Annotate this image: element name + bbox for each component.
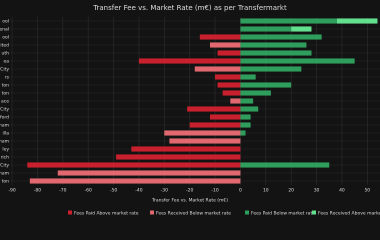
- y-tick-label: City: [0, 163, 9, 169]
- legend-swatch: [312, 210, 316, 215]
- bar: [240, 90, 271, 96]
- bar: [240, 18, 337, 24]
- bar: [240, 34, 322, 40]
- bar: [240, 122, 251, 128]
- x-tick-label: 40: [339, 188, 345, 194]
- bar: [336, 18, 378, 24]
- y-tick-label: City: [0, 107, 9, 113]
- chart: Transfer Fee vs. Market Rate (m€) as per…: [0, 4, 380, 217]
- y-tick-label: ton: [2, 179, 10, 185]
- x-tick-label: -10: [211, 188, 218, 194]
- bar: [230, 98, 241, 104]
- bar: [199, 34, 241, 40]
- bar: [215, 74, 241, 80]
- bar: [222, 90, 241, 96]
- y-tick-label: uth: [2, 51, 10, 57]
- y-tick-label: ool: [2, 19, 9, 25]
- bar: [29, 178, 241, 184]
- y-tick-label: rs: [5, 75, 10, 81]
- y-tick-label: ham: [0, 171, 9, 177]
- bar: [209, 114, 241, 120]
- y-tick-label: ace: [1, 100, 9, 105]
- bar: [240, 66, 302, 72]
- legend-label: Fees Paid Below market rate: [251, 211, 315, 217]
- y-tick-label: ool: [2, 35, 9, 41]
- bar: [169, 138, 241, 144]
- x-axis-title: Transfer Fee vs. Market Rate (m€): [151, 198, 228, 204]
- y-tick-label: ton: [2, 83, 10, 89]
- bar: [240, 130, 246, 136]
- y-tick-label: illa: [2, 131, 9, 137]
- bar: [187, 106, 241, 112]
- bar: [131, 146, 241, 152]
- y-tick-label: ham: [0, 123, 9, 129]
- legend-swatch: [68, 210, 72, 215]
- bar: [189, 122, 241, 128]
- y-tick-label: ea: [3, 60, 9, 65]
- y-tick-label: ited: [0, 43, 9, 49]
- y-tick-label: ton: [2, 91, 10, 97]
- bar: [291, 26, 312, 32]
- bar: [240, 114, 251, 120]
- legend-label: Fees Received Below market rate: [156, 211, 231, 217]
- y-tick-label: ley: [2, 147, 9, 153]
- bar: [27, 162, 241, 168]
- bar: [240, 58, 355, 64]
- x-tick-label: 50: [364, 188, 370, 194]
- x-tick-label: -60: [85, 188, 92, 194]
- legend-label: Fees Received Above market rate: [318, 211, 380, 217]
- y-tick-label: ford: [0, 115, 9, 121]
- bar: [138, 58, 241, 64]
- x-tick-label: 10: [263, 188, 269, 194]
- x-tick-label: 20: [288, 188, 294, 194]
- y-tick-label: rich: [1, 155, 10, 161]
- bar: [240, 106, 259, 112]
- bar: [217, 50, 241, 56]
- x-tick-label: -30: [161, 188, 168, 194]
- bar: [240, 82, 292, 88]
- chart-title: Transfer Fee vs. Market Rate (m€) as per…: [92, 4, 287, 12]
- x-tick-label: -50: [110, 188, 117, 194]
- legend-swatch: [150, 210, 154, 215]
- y-tick-label: ham: [0, 139, 9, 145]
- bar: [240, 162, 330, 168]
- y-tick-label: City: [0, 67, 9, 73]
- x-tick-label: 0: [239, 188, 242, 194]
- bar: [194, 66, 241, 72]
- x-tick-label: 30: [314, 188, 320, 194]
- bar: [209, 42, 241, 48]
- bar: [240, 50, 312, 56]
- y-tick-label: enal: [0, 27, 9, 33]
- x-tick-label: -80: [34, 188, 41, 194]
- bar: [116, 154, 241, 160]
- bar: [240, 42, 307, 48]
- x-tick-label: -40: [135, 188, 142, 194]
- x-tick-label: -90: [8, 188, 15, 194]
- legend-swatch: [245, 210, 249, 215]
- legend-label: Fees Paid Above market rate: [74, 211, 139, 217]
- bar: [57, 170, 241, 176]
- x-tick-label: -20: [186, 188, 193, 194]
- bar: [240, 26, 292, 32]
- x-tick-label: -70: [59, 188, 66, 194]
- bar: [240, 98, 254, 104]
- bar: [217, 82, 241, 88]
- bar: [164, 130, 241, 136]
- bar: [240, 74, 256, 80]
